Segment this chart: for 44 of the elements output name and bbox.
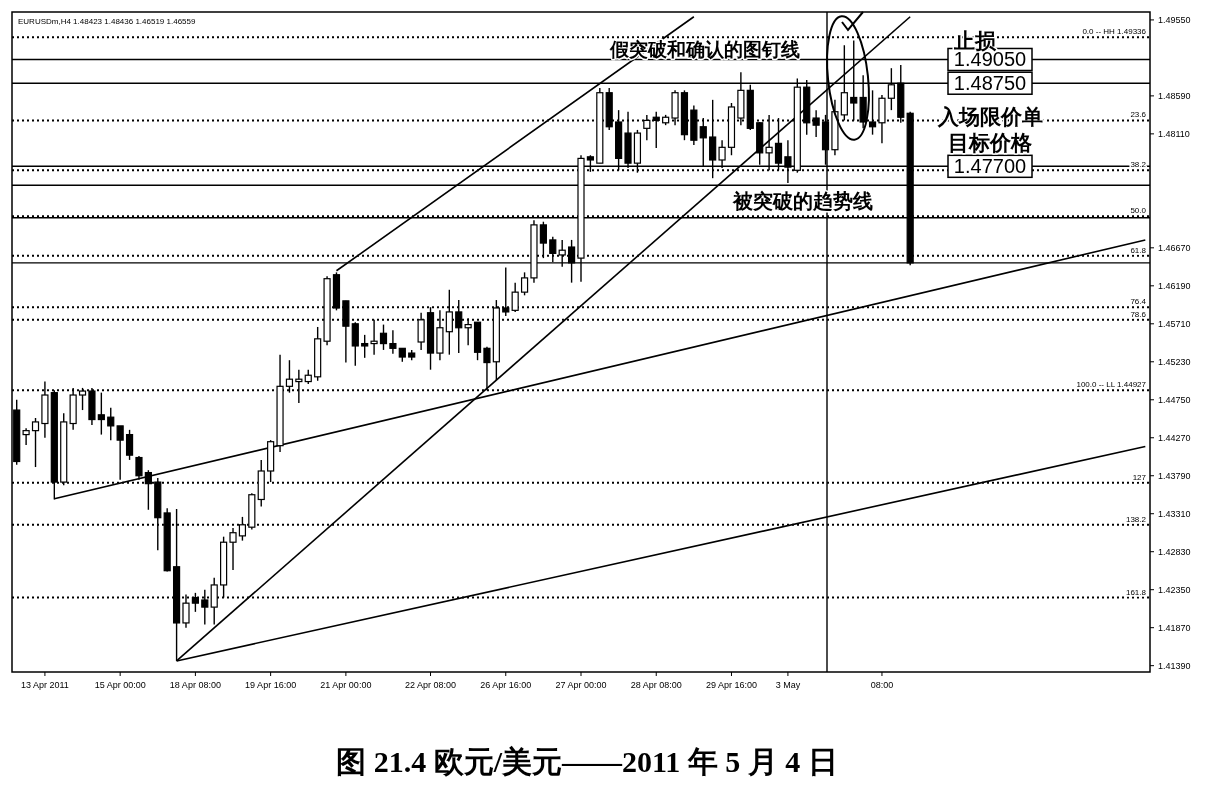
y-tick-label: 1.48110 [1158, 128, 1190, 139]
annotation: 61.8 [1130, 245, 1147, 255]
x-tick-label: 21 Apr 00:00 [320, 680, 372, 690]
annotation: 23.6 [1130, 110, 1147, 120]
annotation: EURUSDm,H4 1.48423 1.48436 1.46519 1.46559 [18, 17, 197, 26]
y-tick-label: 1.42350 [1158, 584, 1191, 595]
annotation: 78.6 [1130, 309, 1147, 319]
x-tick-label: 27 Apr 00:00 [555, 680, 607, 690]
y-tick-label: 1.45710 [1158, 318, 1191, 329]
y-tick-label: 1.46670 [1158, 242, 1191, 253]
y-tick-label: 1.46190 [1158, 280, 1191, 291]
x-tick-label: 22 Apr 08:00 [405, 680, 457, 690]
x-tick-label: 15 Apr 00:00 [94, 680, 146, 690]
x-tick-label: 08:00 [870, 680, 894, 690]
x-tick-label: 28 Apr 08:00 [630, 680, 682, 690]
x-tick-label: 19 Apr 16:00 [245, 680, 297, 690]
y-tick-label: 1.49550 [1158, 14, 1191, 25]
y-tick-label: 1.44750 [1158, 394, 1191, 405]
annotation: 138.2 [1125, 514, 1147, 524]
annotation: 目标价格 [948, 131, 1033, 154]
y-tick-label: 1.42830 [1158, 546, 1191, 557]
annotation: 50.0 [1130, 206, 1147, 216]
ref-line-label: 1.47700 [953, 155, 1027, 178]
x-tick-label: 26 Apr 16:00 [480, 680, 532, 690]
annotation: 76.4 [1130, 297, 1147, 307]
x-tick-label: 18 Apr 08:00 [169, 680, 221, 690]
x-tick-label: 3 May [775, 680, 801, 690]
annotation: 0.0 -- HH 1.49336 [1082, 27, 1147, 37]
y-tick-label: 1.41390 [1158, 660, 1191, 671]
y-tick-label: 1.43310 [1158, 508, 1191, 519]
y-tick-label: 1.41870 [1158, 622, 1191, 633]
y-tick-label: 1.48590 [1158, 90, 1191, 101]
x-tick-label: 13 Apr 2011 [20, 680, 69, 690]
annotation: 假突破和确认的图钉线 [609, 39, 800, 60]
annotation: 127 [1132, 472, 1147, 482]
y-tick-label: 1.45230 [1158, 356, 1191, 367]
ref-line-label: 1.48750 [953, 72, 1027, 95]
annotation: 161.8 [1125, 587, 1147, 597]
y-tick-label: 1.43790 [1158, 470, 1191, 481]
annotation: 100.0 -- LL 1.44927 [1076, 380, 1147, 390]
y-tick-label: 1.44270 [1158, 432, 1191, 443]
x-tick-label: 29 Apr 16:00 [705, 680, 757, 690]
annotation: 入场限价单 [936, 105, 1043, 128]
text: 图 21.4 欧元/美元——2011 年 5 月 4 日 [336, 745, 838, 778]
